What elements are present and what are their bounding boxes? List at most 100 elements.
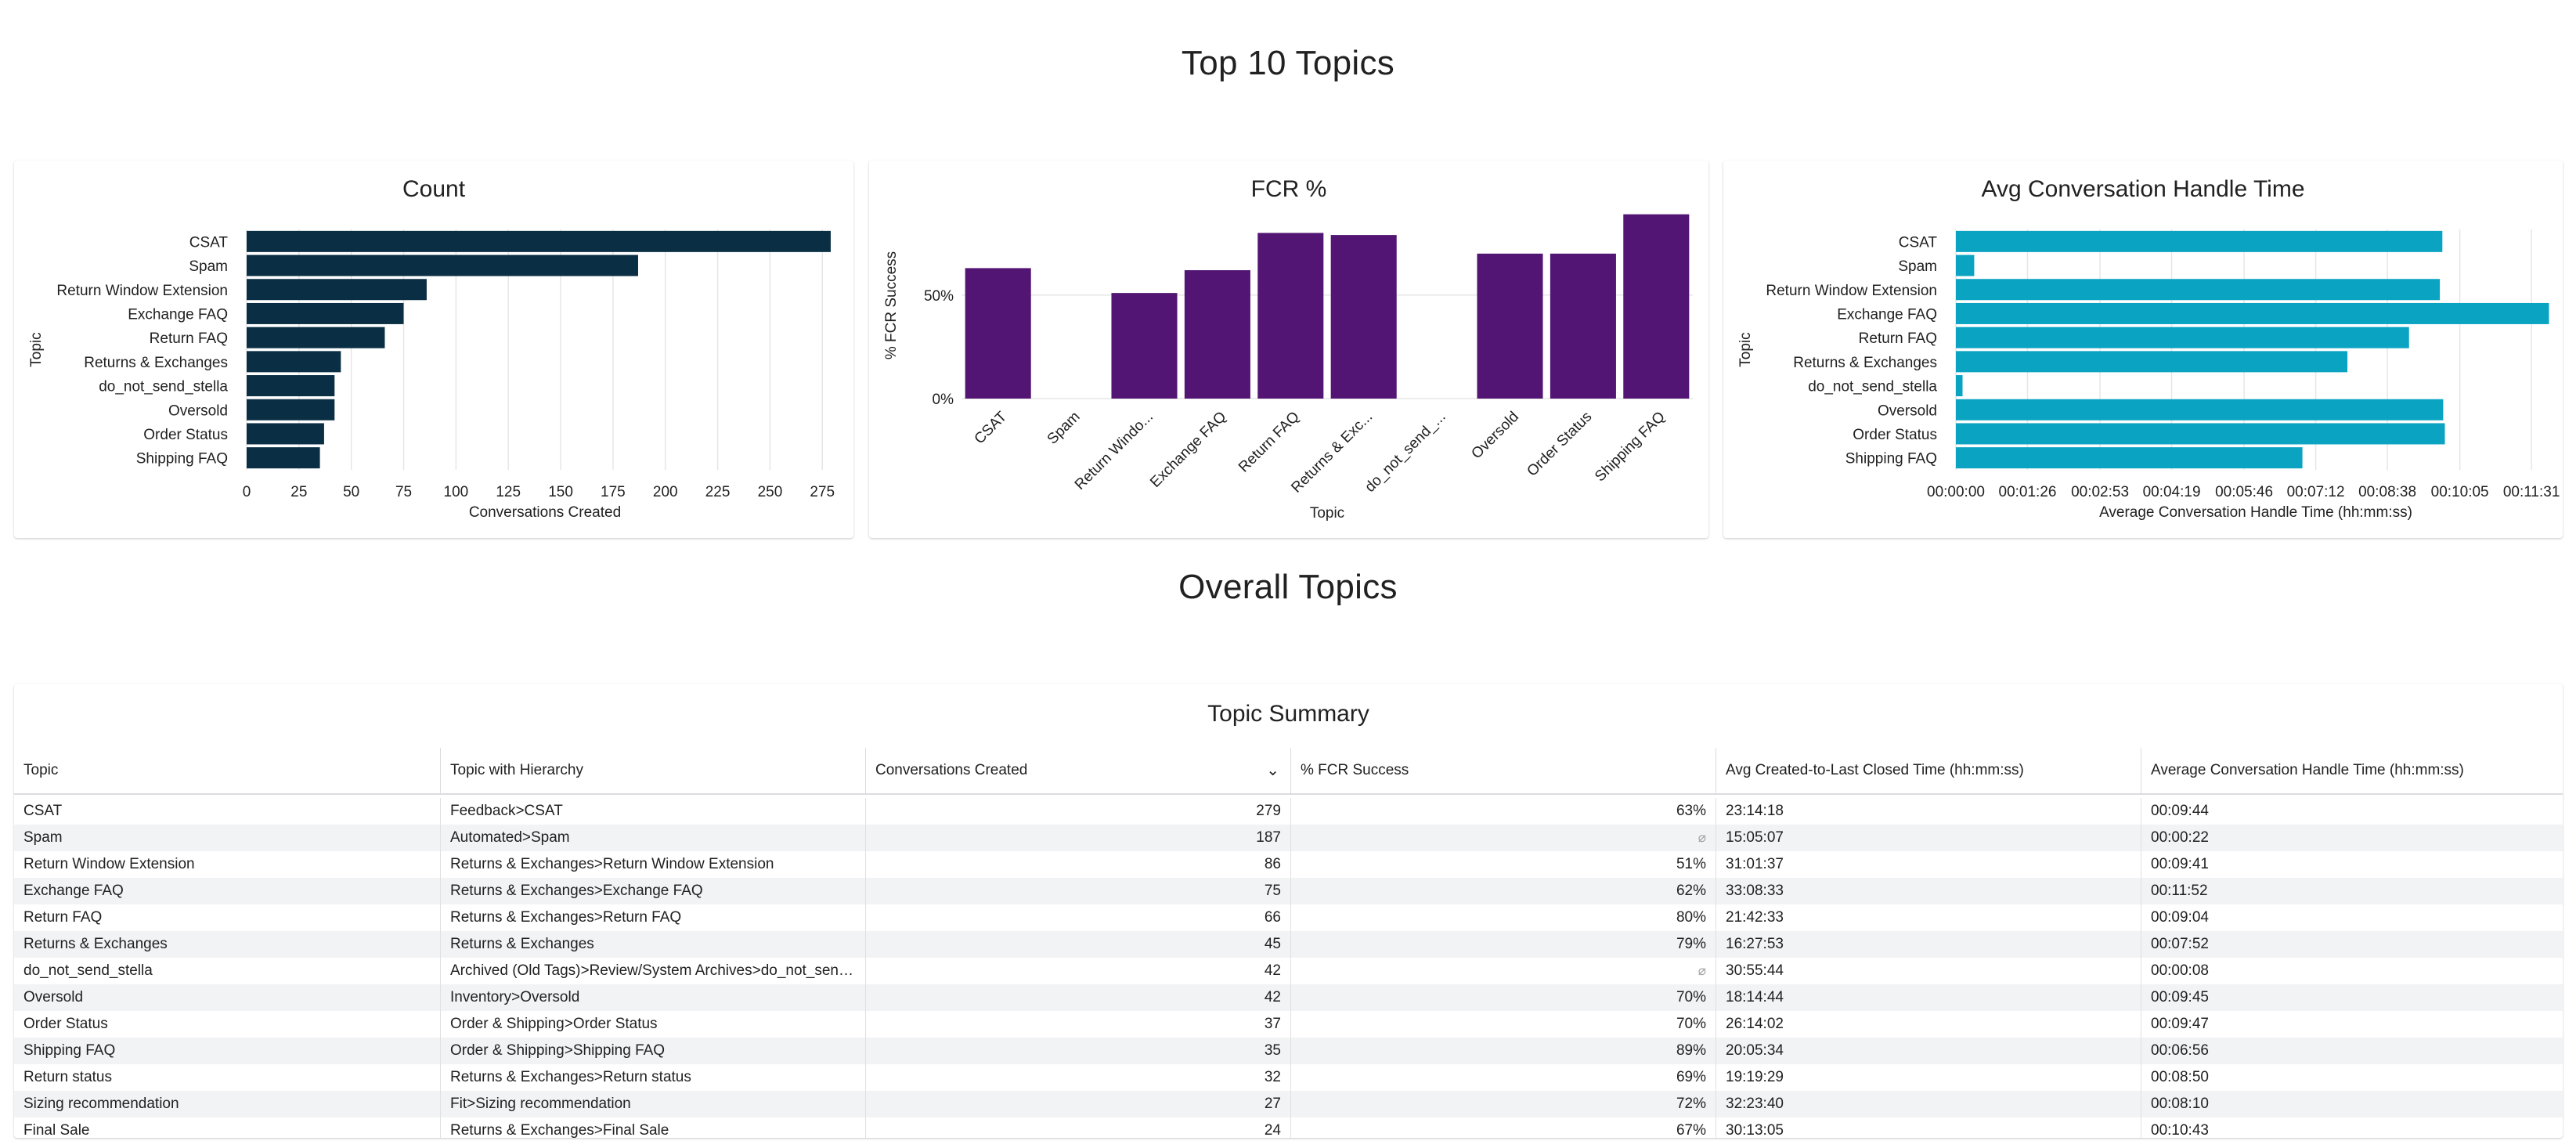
column-header-label: Topic	[23, 762, 59, 778]
column-header-topic[interactable]: Topic	[14, 748, 440, 793]
bar	[247, 302, 404, 324]
x-tick-label: 00:07:12	[2287, 484, 2345, 500]
y-axis-title: Topic	[28, 332, 45, 366]
table-cell: 00:08:50	[2141, 1064, 2563, 1091]
column-header-handle-time[interactable]: Average Conversation Handle Time (hh:mm:…	[2141, 748, 2563, 793]
table-cell: 23:14:18	[1716, 798, 2141, 825]
x-tick-label: do_not_send_...	[1362, 409, 1449, 496]
table-cell: Inventory>Oversold	[440, 984, 865, 1011]
chevron-down-icon[interactable]: ⌄	[1266, 762, 1279, 779]
table-row[interactable]: Spam Automated>Spam 187 ⌀ 15:05:07 00:00:22	[14, 825, 2563, 851]
table-cell: Oversold	[23, 989, 84, 1005]
table-cell: 72%	[1290, 1091, 1716, 1117]
bar	[1184, 270, 1250, 399]
bar	[1956, 399, 2444, 421]
column-header-conversations[interactable]: Conversations Created ⌄	[865, 748, 1290, 793]
table-cell: Return Window Extension	[23, 856, 195, 872]
table-cell: 00:07:52	[2141, 931, 2563, 958]
table-row[interactable]: Final Sale Returns & Exchanges>Final Sale…	[14, 1117, 2563, 1138]
bar	[247, 230, 831, 252]
bar	[247, 447, 320, 469]
bar	[1956, 302, 2549, 324]
x-tick-label: 25	[290, 484, 307, 500]
table-cell: do_not_send_stella	[23, 962, 153, 979]
x-tick-label: 225	[705, 484, 731, 500]
table-cell: 187	[865, 825, 1290, 851]
table-cell: Exchange FAQ	[23, 883, 124, 899]
table-cell: ⌀	[1290, 958, 1716, 984]
x-tick-label: 75	[395, 484, 412, 500]
x-axis-title: Topic	[1310, 505, 1344, 522]
x-tick-label: 125	[496, 484, 521, 500]
table-cell: Feedback>CSAT	[440, 798, 865, 825]
null-value-icon: ⌀	[1697, 963, 1706, 978]
table-cell: Automated>Spam	[440, 825, 865, 851]
x-tick-label: 00:05:46	[2215, 484, 2273, 500]
table-cell: 70%	[1290, 1011, 1716, 1038]
x-tick-label: Return Windo...	[1072, 409, 1156, 493]
table-row[interactable]: do_not_send_stella Archived (Old Tags)>Re…	[14, 958, 2563, 984]
table-cell: 18:14:44	[1716, 984, 2141, 1011]
bar	[1550, 253, 1616, 399]
bar	[247, 351, 341, 373]
bar	[1623, 214, 1690, 399]
bar	[247, 423, 324, 445]
table-row[interactable]: Return status Returns & Exchanges>Return …	[14, 1064, 2563, 1091]
y-tick-label: Return Window Extension	[1766, 283, 1937, 299]
table-cell: 70%	[1290, 984, 1716, 1011]
table-row[interactable]: Return FAQ Returns & Exchanges>Return FAQ…	[14, 904, 2563, 931]
fcr-chart-title: FCR %	[1250, 176, 1327, 202]
table-cell: 66	[865, 904, 1290, 931]
y-tick-label: Spam	[1898, 258, 1937, 275]
column-header-created-to-closed[interactable]: Avg Created-to-Last Closed Time (hh:mm:s…	[1716, 748, 2141, 793]
table-cell: 42	[865, 958, 1290, 984]
bar	[1477, 253, 1543, 399]
table-cell: 75	[865, 878, 1290, 904]
table-cell: ⌀	[1290, 825, 1716, 851]
y-tick-label: do_not_send_stella	[99, 379, 228, 395]
y-tick-label: Exchange FAQ	[128, 306, 228, 323]
x-tick-label: Oversold	[1468, 409, 1522, 463]
table-row[interactable]: Returns & Exchanges Returns & Exchanges 45…	[14, 931, 2563, 958]
x-tick-label: 00:10:05	[2431, 484, 2489, 500]
x-tick-label: Spam	[1044, 409, 1084, 448]
table-row[interactable]: Order Status Order & Shipping>Order Statu…	[14, 1011, 2563, 1038]
table-cell: 79%	[1290, 931, 1716, 958]
table-cell: Returns & Exchanges>Return Window Extens…	[440, 851, 865, 878]
table-cell: 63%	[1290, 798, 1716, 825]
table-cell: Order & Shipping>Order Status	[440, 1011, 865, 1038]
bar	[1257, 233, 1324, 399]
table-row[interactable]: CSAT Feedback>CSAT 279 63% 23:14:18 00:09:44	[14, 798, 2563, 825]
table-cell: Returns & Exchanges>Return status	[440, 1064, 865, 1091]
x-tick-label: 200	[653, 484, 678, 500]
table-row[interactable]: Return Window Extension Returns & Exchang…	[14, 851, 2563, 878]
table-cell: 86	[865, 851, 1290, 878]
table-row[interactable]: Exchange FAQ Returns & Exchanges>Exchange…	[14, 878, 2563, 904]
column-header-label: Average Conversation Handle Time (hh:mm:…	[2151, 762, 2464, 778]
table-cell: 24	[865, 1117, 1290, 1138]
column-header-fcr[interactable]: % FCR Success	[1290, 748, 1716, 793]
topic-summary-title: Topic Summary	[1207, 701, 1369, 727]
table-cell: 00:09:44	[2141, 798, 2563, 825]
column-header-hierarchy[interactable]: Topic with Hierarchy	[440, 748, 865, 793]
x-tick-label: 00:01:26	[1999, 484, 2057, 500]
y-axis-title: Topic	[1737, 332, 1754, 366]
column-header-label: Avg Created-to-Last Closed Time (hh:mm:s…	[1726, 762, 2024, 778]
x-tick-label: 00:11:31	[2503, 484, 2560, 500]
x-tick-label: 100	[444, 484, 469, 500]
y-tick-label: Returns & Exchanges	[84, 355, 228, 371]
table-cell: 00:09:04	[2141, 904, 2563, 931]
bar	[1956, 230, 2443, 252]
table-row[interactable]: Sizing recommendation Fit>Sizing recommen…	[14, 1091, 2563, 1117]
table-cell: 00:00:08	[2141, 958, 2563, 984]
x-tick-label: Exchange FAQ	[1147, 409, 1229, 491]
bar	[1956, 375, 1963, 397]
table-row[interactable]: Shipping FAQ Order & Shipping>Shipping FA…	[14, 1038, 2563, 1064]
x-tick-label: Shipping FAQ	[1592, 409, 1669, 486]
x-axis-title: Average Conversation Handle Time (hh:mm:…	[2099, 504, 2412, 521]
table-row[interactable]: Oversold Inventory>Oversold 42 70% 18:14:44 0…	[14, 984, 2563, 1011]
table-cell: Fit>Sizing recommendation	[440, 1091, 865, 1117]
y-tick-label: Spam	[189, 258, 228, 275]
bar	[1956, 351, 2348, 373]
bar	[1956, 255, 1975, 276]
